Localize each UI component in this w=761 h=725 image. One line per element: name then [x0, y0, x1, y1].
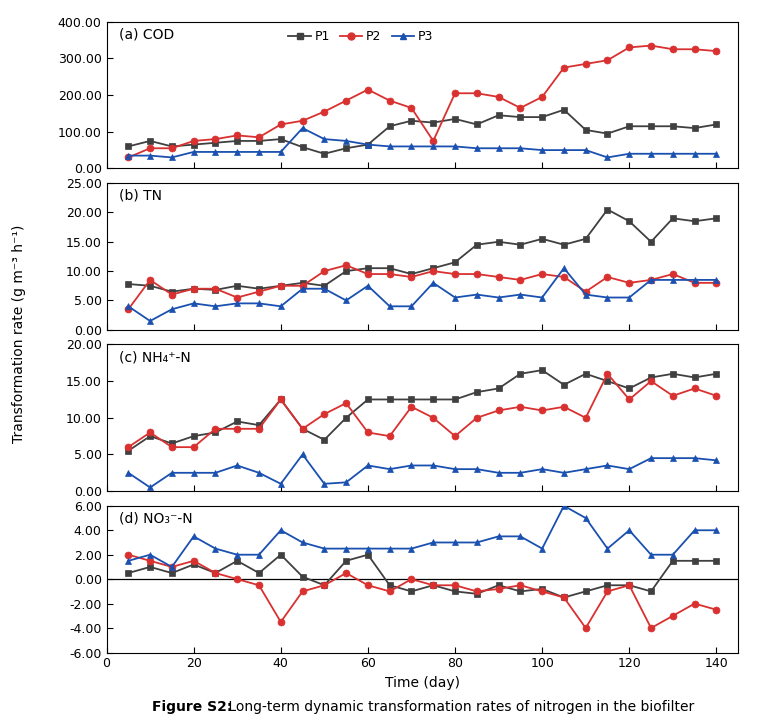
- Text: (d) NO₃⁻-N: (d) NO₃⁻-N: [119, 512, 193, 526]
- Text: (b) TN: (b) TN: [119, 189, 162, 203]
- Legend: P1, P2, P3: P1, P2, P3: [283, 25, 438, 48]
- X-axis label: Time (day): Time (day): [385, 676, 460, 690]
- Text: Figure S2:: Figure S2:: [152, 700, 233, 714]
- Text: (a) COD: (a) COD: [119, 28, 174, 41]
- Text: Long-term dynamic transformation rates of nitrogen in the biofilter: Long-term dynamic transformation rates o…: [224, 700, 695, 714]
- Text: (c) NH₄⁺-N: (c) NH₄⁺-N: [119, 350, 191, 365]
- Text: Transformation rate (g m⁻³ h⁻¹): Transformation rate (g m⁻³ h⁻¹): [12, 224, 26, 443]
